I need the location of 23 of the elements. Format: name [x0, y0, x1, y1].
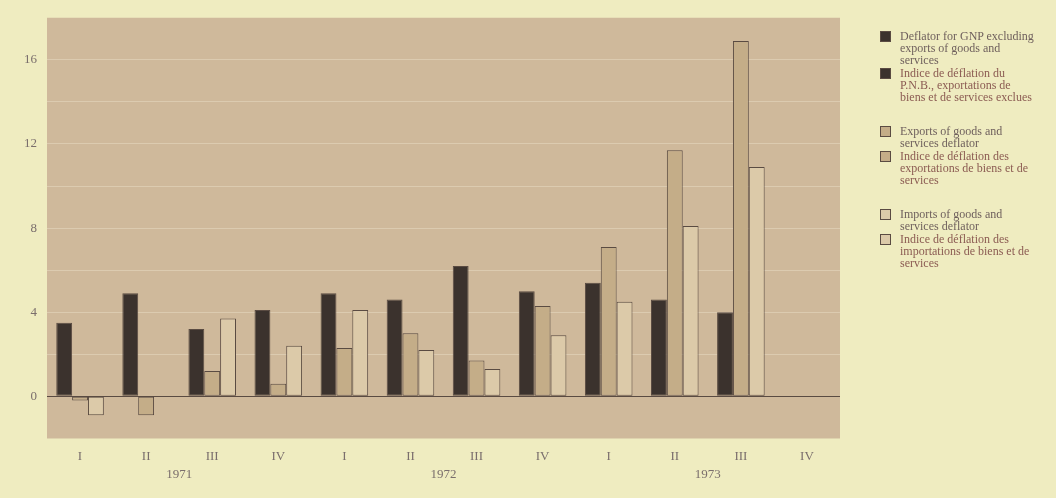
- text: 1973: [694, 465, 721, 481]
- x-tick-label: III: [470, 447, 484, 463]
- y-tick-label: 12: [24, 135, 37, 151]
- x-tick-label: IV: [271, 447, 286, 463]
- y-tick-label: 8: [30, 219, 37, 235]
- x-tick-label: III: [734, 447, 748, 463]
- x-tick-label: III: [205, 447, 219, 463]
- text: 1972: [430, 465, 457, 481]
- x-tick-label: II: [406, 447, 415, 463]
- legend-label: Imports of goods and services deflator Indice de déflation des importations de biens et de services: [900, 207, 1031, 270]
- legend-label: Exports of goods and services deflator Indice de déflation des exportations de biens et de services: [900, 124, 1029, 187]
- x-tick-label: I: [606, 447, 611, 463]
- y-tick-label: 0: [30, 387, 37, 403]
- x-tick-label: II: [670, 447, 680, 463]
- x-tick-label: II: [141, 447, 151, 463]
- text: 1971: [166, 465, 193, 481]
- y-tick-label: 16: [24, 51, 38, 67]
- x-tick-label: IV: [535, 447, 551, 463]
- x-tick-label: IV: [800, 447, 815, 463]
- x-tick-label: I: [342, 447, 347, 463]
- x-tick-label: I: [77, 447, 83, 463]
- y-tick-label: 4: [30, 303, 38, 319]
- legend-label: Deflator for GNP excluding exports of goods and services Indice de déflation du P.N.B., exportations de biens et de services exclues: [900, 29, 1034, 104]
